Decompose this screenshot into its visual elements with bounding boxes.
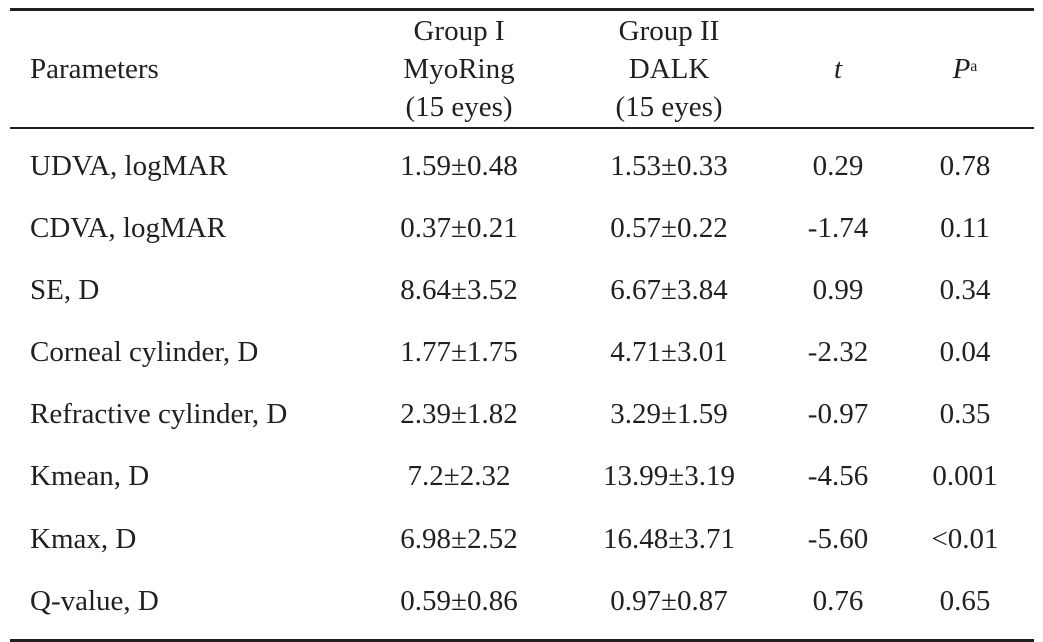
cell-t: -2.32 bbox=[807, 336, 869, 369]
cell-group2: 6.67±3.84 bbox=[610, 273, 728, 306]
table-row: UDVA, logMAR 1.59±0.48 1.53±0.33 0.29 0.… bbox=[10, 135, 1034, 197]
header-group2-line3: (15 eyes) bbox=[615, 91, 723, 123]
header-t-label: t bbox=[833, 53, 843, 85]
header-group1-line2: MyoRing bbox=[403, 53, 515, 85]
table-row: CDVA, logMAR 0.37±0.21 0.57±0.22 -1.74 0… bbox=[10, 197, 1034, 259]
cell-group1: 8.64±3.52 bbox=[400, 273, 518, 306]
cell-t: 0.76 bbox=[812, 584, 864, 617]
cell-group1: 1.77±1.75 bbox=[400, 336, 518, 369]
cell-group2: 0.57±0.22 bbox=[610, 211, 728, 244]
table-row: Kmean, D 7.2±2.32 13.99±3.19 -4.56 0.001 bbox=[10, 446, 1034, 508]
cell-t: -1.74 bbox=[807, 211, 869, 244]
cell-group1: 2.39±1.82 bbox=[400, 398, 518, 431]
cell-p: 0.04 bbox=[939, 336, 991, 369]
cell-t: -0.97 bbox=[807, 398, 869, 431]
cell-parameter: SE, D bbox=[30, 273, 100, 306]
header-p: Pa bbox=[910, 11, 1020, 127]
cell-group2: 3.29±1.59 bbox=[610, 398, 728, 431]
header-group2-line2: DALK bbox=[628, 53, 710, 85]
cell-group1: 1.59±0.48 bbox=[400, 149, 518, 182]
header-group1-line1: Group I bbox=[413, 15, 505, 47]
table-body: UDVA, logMAR 1.59±0.48 1.53±0.33 0.29 0.… bbox=[10, 129, 1034, 639]
cell-p: 0.11 bbox=[940, 211, 990, 244]
cell-parameter: Refractive cylinder, D bbox=[30, 398, 288, 431]
cell-parameter: Corneal cylinder, D bbox=[30, 336, 259, 369]
table-header-rule bbox=[10, 127, 1034, 129]
table-row: Q-value, D 0.59±0.86 0.97±0.87 0.76 0.65 bbox=[10, 570, 1034, 632]
header-group2-line1: Group II bbox=[618, 15, 720, 47]
cell-parameter: Kmax, D bbox=[30, 522, 137, 555]
cell-parameter: Q-value, D bbox=[30, 584, 159, 617]
header-t: t bbox=[788, 11, 888, 127]
header-p-wrap: Pa bbox=[953, 50, 978, 88]
cell-parameter: UDVA, logMAR bbox=[30, 149, 228, 182]
cell-t: 0.29 bbox=[812, 149, 864, 182]
cell-group2: 13.99±3.19 bbox=[603, 460, 735, 493]
cell-p: 0.001 bbox=[932, 460, 998, 493]
cell-group1: 7.2±2.32 bbox=[407, 460, 511, 493]
cell-t: -5.60 bbox=[807, 522, 869, 555]
comparison-table: Parameters Group I MyoRing (15 eyes) Gro… bbox=[10, 8, 1034, 642]
cell-p: <0.01 bbox=[931, 522, 999, 555]
cell-p: 0.35 bbox=[939, 398, 991, 431]
table-row: Corneal cylinder, D 1.77±1.75 4.71±3.01 … bbox=[10, 322, 1034, 384]
cell-group1: 6.98±2.52 bbox=[400, 522, 518, 555]
cell-group1: 0.59±0.86 bbox=[400, 584, 518, 617]
table-row: Refractive cylinder, D 2.39±1.82 3.29±1.… bbox=[10, 384, 1034, 446]
cell-group1: 0.37±0.21 bbox=[400, 211, 518, 244]
table-row: SE, D 8.64±3.52 6.67±3.84 0.99 0.34 bbox=[10, 259, 1034, 321]
cell-group2: 1.53±0.33 bbox=[610, 149, 728, 182]
table-row: Kmax, D 6.98±2.52 16.48±3.71 -5.60 <0.01 bbox=[10, 508, 1034, 570]
cell-parameter: Kmean, D bbox=[30, 460, 150, 493]
table-bottom-rule bbox=[10, 638, 1034, 642]
cell-group2: 16.48±3.71 bbox=[603, 522, 735, 555]
header-p-superscript: a bbox=[970, 58, 978, 75]
header-p-label: P bbox=[952, 53, 971, 85]
header-parameters-label: Parameters bbox=[30, 53, 159, 85]
cell-p: 0.78 bbox=[939, 149, 991, 182]
header-group1: Group I MyoRing (15 eyes) bbox=[350, 11, 568, 127]
cell-t: 0.99 bbox=[812, 273, 864, 306]
header-group1-line3: (15 eyes) bbox=[405, 91, 513, 123]
table-header-row: Parameters Group I MyoRing (15 eyes) Gro… bbox=[10, 11, 1034, 127]
cell-t: -4.56 bbox=[807, 460, 869, 493]
header-parameters: Parameters bbox=[30, 11, 159, 127]
cell-p: 0.34 bbox=[939, 273, 991, 306]
cell-parameter: CDVA, logMAR bbox=[30, 211, 227, 244]
cell-group2: 0.97±0.87 bbox=[610, 584, 728, 617]
cell-p: 0.65 bbox=[939, 584, 991, 617]
table-top-rule bbox=[10, 8, 1034, 11]
header-group2: Group II DALK (15 eyes) bbox=[560, 11, 778, 127]
cell-group2: 4.71±3.01 bbox=[610, 336, 728, 369]
